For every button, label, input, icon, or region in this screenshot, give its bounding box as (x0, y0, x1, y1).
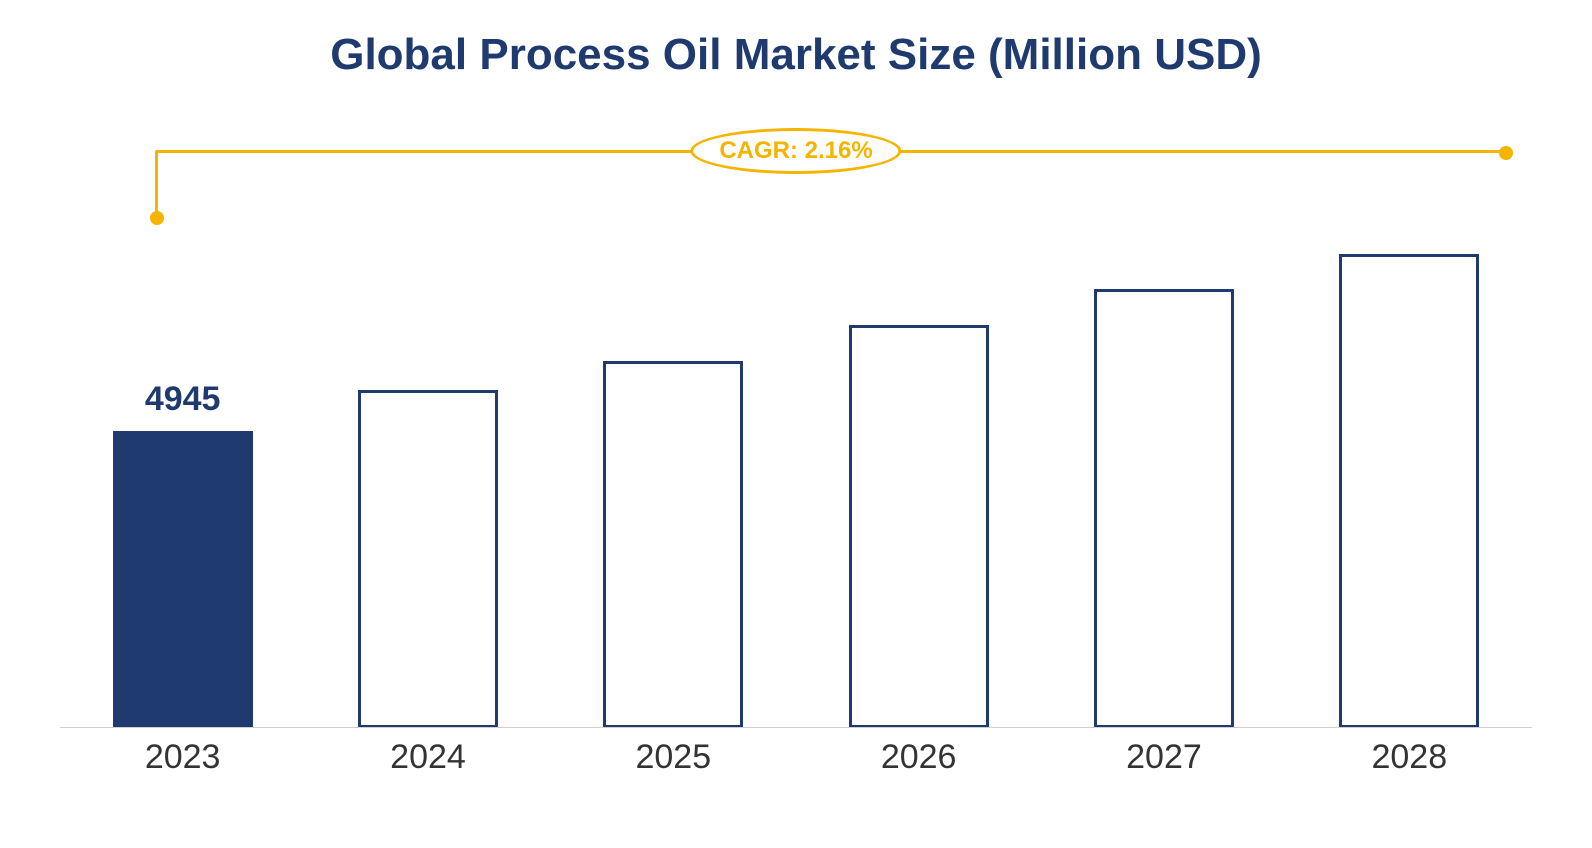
bar (1339, 254, 1479, 728)
x-axis-labels: 2023 2024 2025 2026 2027 2028 (60, 738, 1532, 798)
x-axis-baseline (60, 727, 1532, 728)
chart-plot-area: 4945 2023 2024 2025 2026 2027 2028 (60, 240, 1532, 798)
x-axis-label: 2027 (1059, 738, 1269, 798)
x-axis-label: 2025 (568, 738, 778, 798)
chart-container: Global Process Oil Market Size (Million … (0, 0, 1592, 848)
bar-slot (1059, 289, 1269, 728)
bar (849, 325, 989, 728)
bar-slot (1304, 254, 1514, 728)
cagr-dot-left (150, 211, 164, 225)
x-axis-label: 2023 (78, 738, 288, 798)
bar-slot (568, 361, 778, 728)
x-axis-label: 2024 (323, 738, 533, 798)
x-axis-label: 2026 (814, 738, 1024, 798)
bar (603, 361, 743, 728)
bars-row: 4945 (60, 248, 1532, 728)
cagr-dot-right (1499, 146, 1513, 160)
bar-slot: 4945 (78, 431, 288, 728)
x-axis-label: 2028 (1304, 738, 1514, 798)
bar (113, 431, 253, 728)
bar (1094, 289, 1234, 728)
bar-slot (323, 390, 533, 728)
bar-value-label: 4945 (145, 380, 221, 419)
bar-slot (814, 325, 1024, 728)
chart-title: Global Process Oil Market Size (Million … (0, 30, 1592, 80)
cagr-badge: CAGR: 2.16% (690, 128, 901, 174)
bar (358, 390, 498, 728)
